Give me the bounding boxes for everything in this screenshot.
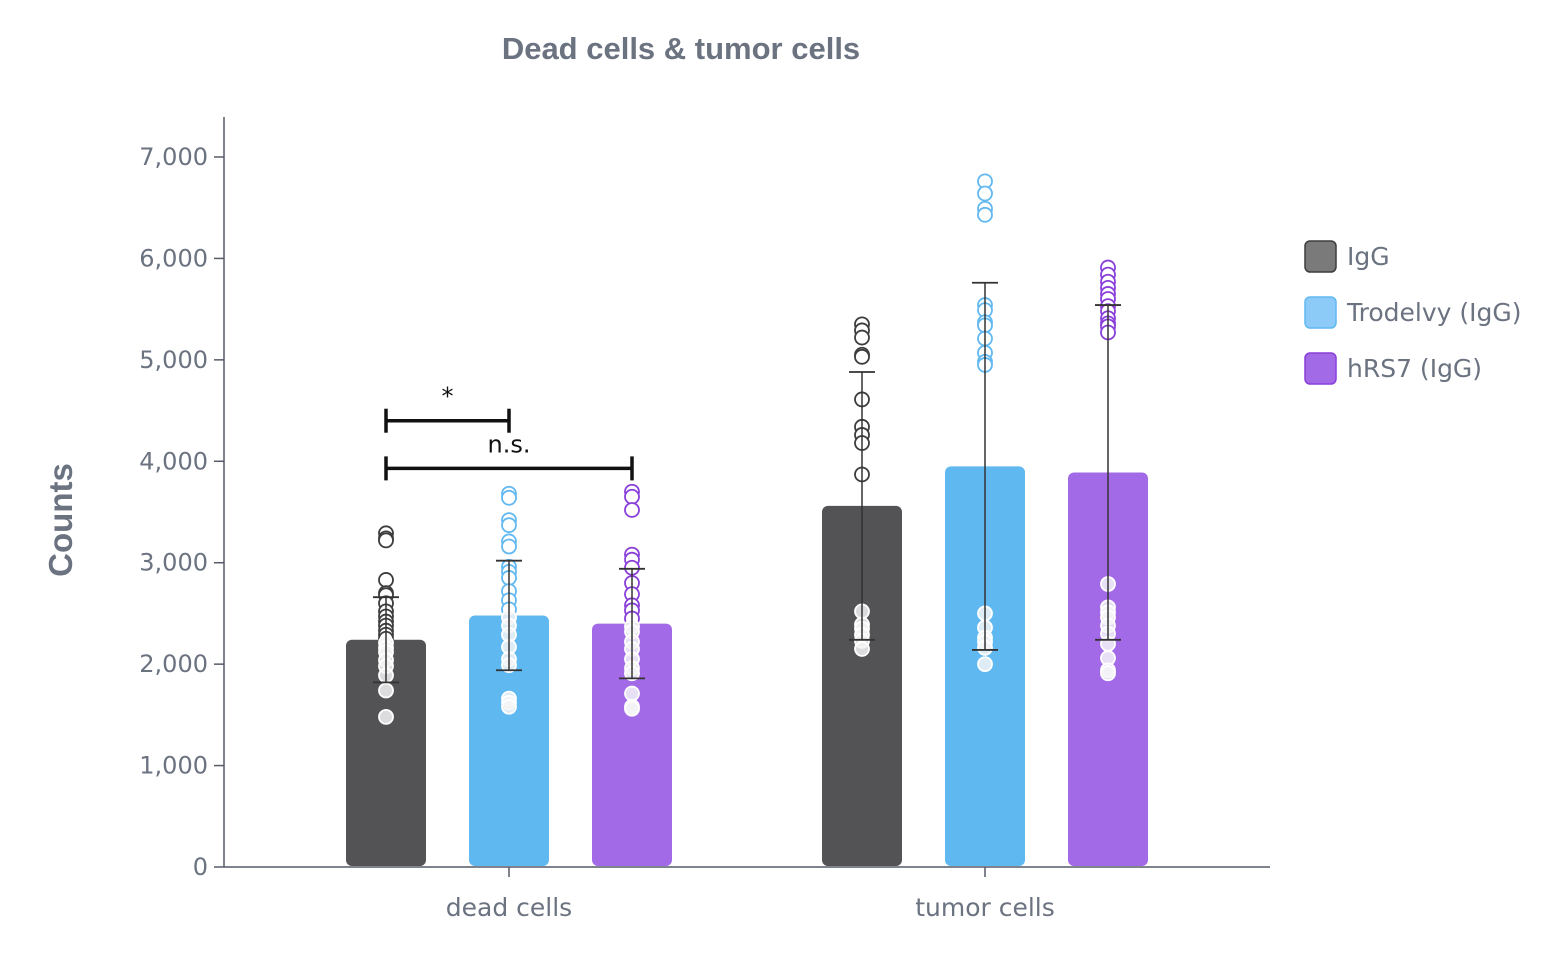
- data-point: [624, 700, 640, 717]
- data-point: [854, 348, 870, 365]
- y-tick-label: 4,000: [139, 447, 208, 475]
- bar: [592, 623, 672, 866]
- x-tick-label: tumor cells: [915, 893, 1055, 922]
- y-tick-label: 2,000: [139, 650, 208, 678]
- legend-label: Trodelvy (IgG): [1346, 298, 1521, 327]
- data-point: [624, 488, 640, 505]
- data-point: [378, 708, 394, 725]
- data-point: [977, 656, 993, 673]
- data-point: [1100, 665, 1116, 682]
- data-point: [854, 641, 870, 657]
- legend-label: hRS7 (IgG): [1347, 354, 1482, 383]
- data-point: [501, 517, 517, 534]
- bar: [822, 505, 902, 866]
- data-point: [977, 206, 993, 223]
- legend: IgG Trodelvy (IgG) hRS7 (IgG): [1304, 240, 1521, 385]
- data-point: [624, 502, 640, 518]
- y-tick-label: 7,000: [139, 143, 208, 171]
- y-tick-label: 3,000: [139, 549, 208, 577]
- data-point: [977, 185, 993, 202]
- data-point: [378, 532, 394, 549]
- x-tick-label: dead cells: [446, 893, 572, 922]
- significance-label: *: [442, 383, 454, 411]
- y-axis-label: Counts: [42, 463, 79, 577]
- significance-label: n.s.: [488, 430, 531, 458]
- data-point: [501, 698, 517, 715]
- legend-swatch: [1304, 296, 1337, 329]
- y-tick-label: 0: [193, 853, 208, 881]
- plot-area: 0 1,000 2,000 3,000 4,000 5,000 6,000 7,000 dead…: [139, 117, 1270, 922]
- legend-swatch: [1304, 240, 1337, 273]
- y-tick-label: 5,000: [139, 346, 208, 374]
- legend-label: IgG: [1347, 242, 1390, 271]
- bar: [346, 639, 426, 866]
- data-point: [378, 572, 394, 588]
- y-tick-label: 6,000: [139, 244, 208, 272]
- data-point: [501, 489, 517, 506]
- data-point: [624, 685, 640, 702]
- bar: [469, 615, 549, 866]
- data-point: [854, 329, 870, 346]
- data-point: [501, 538, 517, 555]
- data-point: [378, 682, 394, 699]
- chart-title: Dead cells & tumor cells: [502, 31, 860, 66]
- y-tick-label: 1,000: [139, 752, 208, 780]
- legend-swatch: [1304, 352, 1337, 385]
